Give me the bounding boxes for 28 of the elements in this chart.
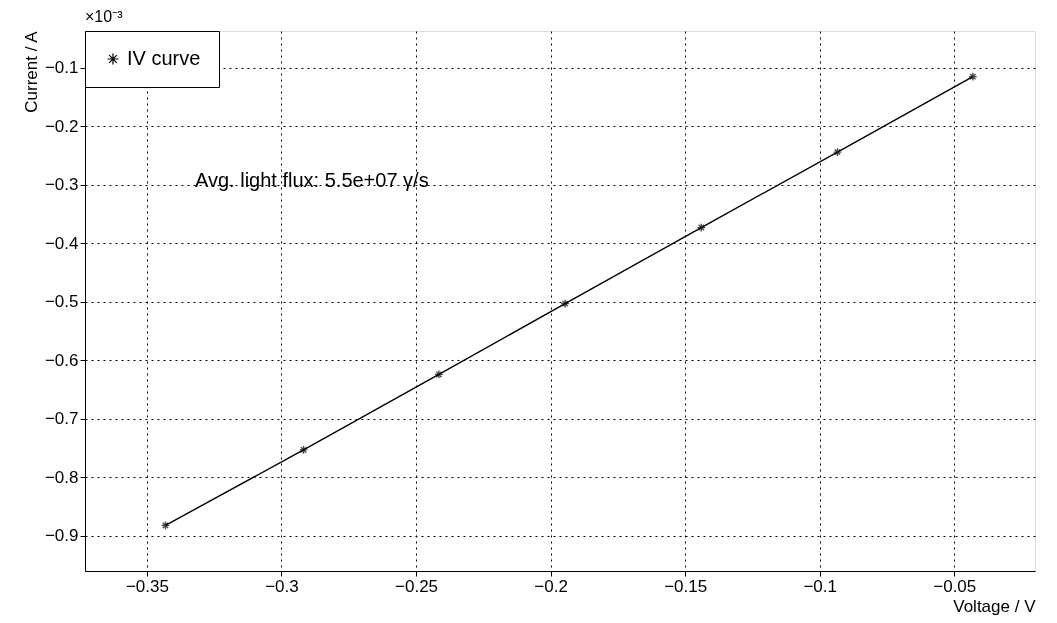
x-tick-label: −0.15 — [664, 576, 708, 596]
x-tick-label: −0.05 — [933, 576, 977, 596]
point — [434, 369, 444, 379]
point — [160, 520, 171, 530]
x-tick-label: −0.25 — [395, 576, 439, 596]
y-tick-label: −0.6 — [44, 350, 79, 370]
annotation: Avg. light flux: 5.5e+07 γ/s — [195, 169, 429, 191]
text: ×10⁻³ — [85, 8, 124, 25]
y-tick-label: −0.9 — [44, 526, 79, 546]
y-tick-label: −0.4 — [44, 233, 79, 253]
y-tick-label: −0.8 — [44, 467, 79, 487]
point — [968, 72, 978, 82]
point — [696, 223, 706, 233]
y-tick-label: −0.7 — [44, 409, 79, 429]
point — [832, 147, 843, 157]
y-tick-label: −0.5 — [44, 292, 79, 312]
x-tick-label: −0.2 — [534, 576, 568, 596]
point — [298, 445, 309, 455]
y-tick-label: −0.1 — [44, 58, 79, 78]
x-tick-label: −0.3 — [265, 576, 299, 596]
point — [560, 299, 570, 309]
y-tick-label: −0.2 — [44, 116, 79, 136]
x-tick-label: −0.1 — [803, 576, 837, 596]
x-axis-title: Voltage / V — [953, 596, 1037, 616]
legend-label: IV curve — [127, 47, 201, 69]
y-tick-label: −0.3 — [44, 175, 79, 195]
y-axis-title: Current / A — [21, 30, 41, 113]
x-tick-label: −0.35 — [125, 576, 169, 596]
